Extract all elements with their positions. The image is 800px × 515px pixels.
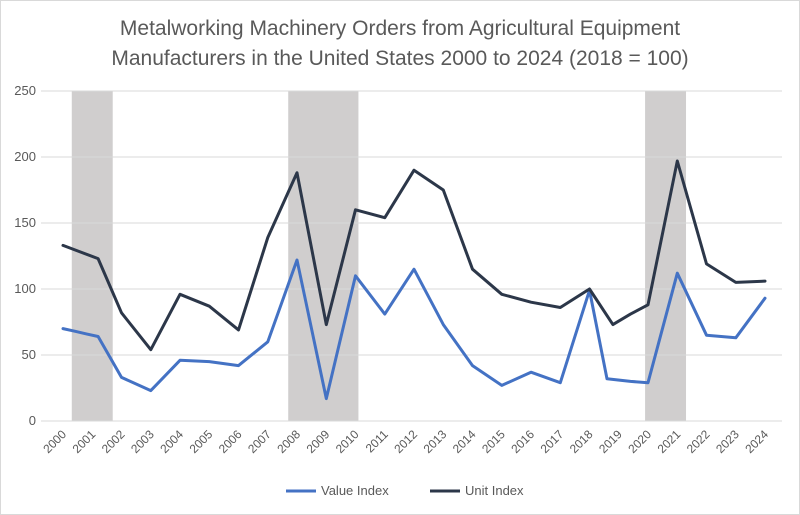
x-tick-label-2017: 2017 [538,427,567,456]
y-axis-ticks: 0 50 100 150 200 250 [14,83,36,428]
legend: Value Index Unit Index [286,483,524,498]
y-tick-label-0: 0 [29,413,36,428]
x-tick-label-2019: 2019 [596,427,625,456]
x-tick-label-2012: 2012 [391,427,420,456]
x-tick-label-2001: 2001 [70,427,99,456]
chart-title: Metalworking Machinery Orders from Agric… [0,14,800,74]
x-tick-label-2016: 2016 [508,427,537,456]
x-tick-label-2024: 2024 [742,427,771,456]
x-tick-label-2004: 2004 [157,427,186,456]
x-tick-label-2015: 2015 [479,427,508,456]
y-tick-label-150: 150 [14,215,36,230]
x-tick-label-2002: 2002 [99,427,128,456]
y-tick-label-50: 50 [22,347,36,362]
x-tick-label-2003: 2003 [128,427,157,456]
x-tick-label-2020: 2020 [625,427,654,456]
x-tick-label-2005: 2005 [187,427,216,456]
x-tick-label-2022: 2022 [684,427,713,456]
legend-label-unit-index: Unit Index [465,483,524,498]
recession-shading [71,91,687,421]
gridlines [41,90,782,422]
chart-title-line-1: Metalworking Machinery Orders from Agric… [119,17,681,40]
x-tick-label-2007: 2007 [245,427,274,456]
x-tick-label-2000: 2000 [40,427,69,456]
shaded-period-2 [288,91,359,421]
x-axis-ticks: 2000 2001 2002 2003 2004 2005 2006 2007 2008 2009… [40,427,771,456]
y-tick-label-250: 250 [14,83,36,98]
y-tick-label-200: 200 [14,149,36,164]
x-tick-label-2013: 2013 [421,427,450,456]
y-tick-label-100: 100 [14,281,36,296]
x-tick-label-2014: 2014 [450,427,479,456]
x-tick-label-2023: 2023 [713,427,742,456]
x-tick-label-2006: 2006 [216,427,245,456]
x-tick-label-2008: 2008 [274,427,303,456]
x-tick-label-2011: 2011 [363,427,391,455]
legend-label-value-index: Value Index [321,483,389,498]
x-tick-label-2009: 2009 [304,427,333,456]
x-tick-label-2021: 2021 [655,427,684,456]
series-line-value-index [61,258,767,401]
x-tick-label-2010: 2010 [333,427,362,456]
series-lines [61,159,767,401]
chart-title-line-2: Manufacturers in the United States 2000 … [111,47,689,70]
x-tick-label-2018: 2018 [567,427,596,456]
